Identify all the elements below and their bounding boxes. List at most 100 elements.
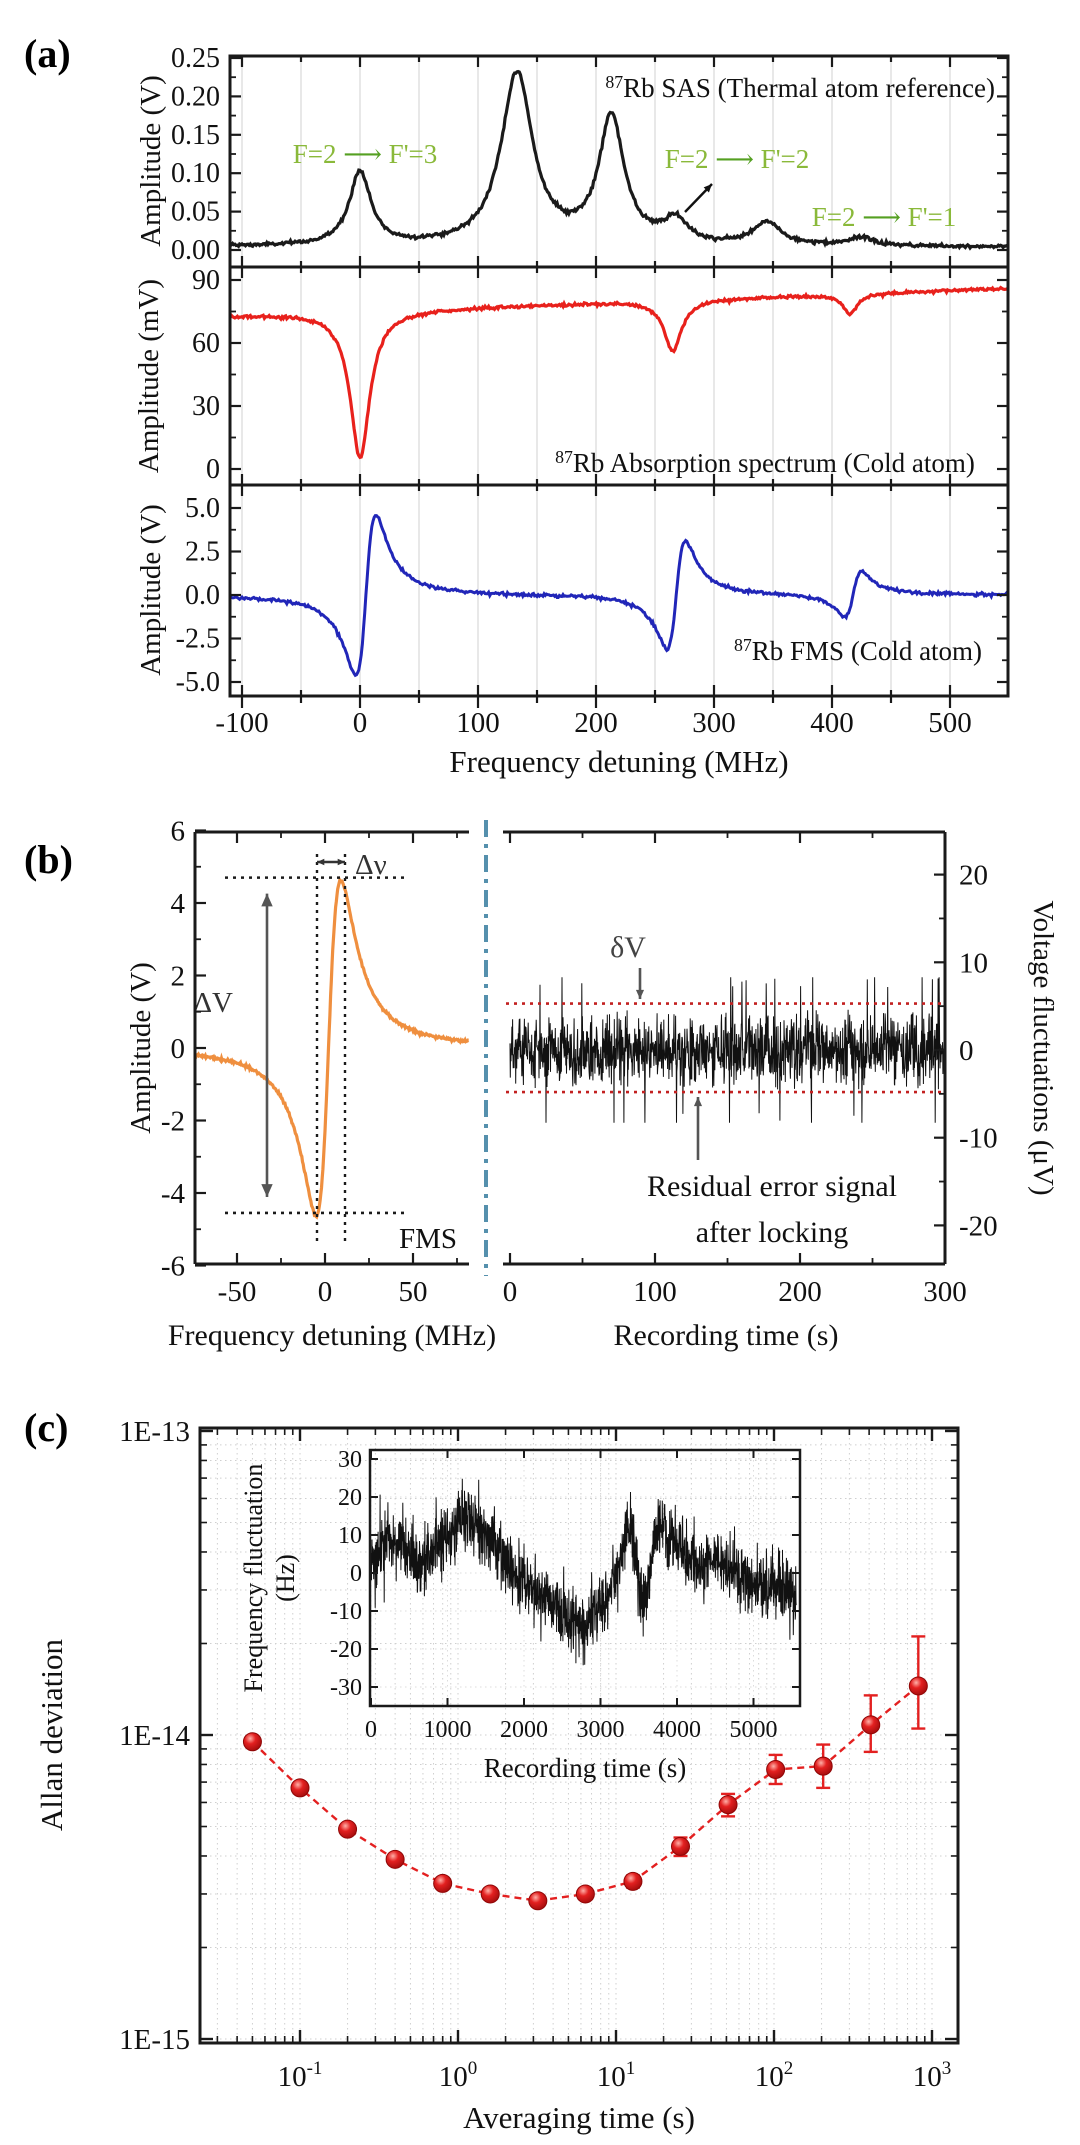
y-tick-label: 0.0 xyxy=(185,580,220,611)
sas-curve xyxy=(229,69,1009,251)
panel-a-xlabel: Frequency detuning (MHz) xyxy=(449,744,788,779)
residual-text-1: Residual error signal xyxy=(647,1170,897,1203)
y-tick-label: 30 xyxy=(192,391,220,422)
y-tick-label: 1E-15 xyxy=(119,2024,190,2056)
dnu-label: Δν xyxy=(355,849,387,881)
x-tick-label: 101 xyxy=(597,2058,636,2093)
panel-b-letter: (b) xyxy=(24,837,73,882)
allan-data-point xyxy=(766,1760,786,1780)
allan-data-point xyxy=(575,1884,595,1904)
y-tick-label: -4 xyxy=(161,1178,186,1210)
x-tick-label: 200 xyxy=(778,1276,822,1308)
y-tick-label: 6 xyxy=(171,816,186,848)
x-tick-label: 0 xyxy=(318,1276,333,1308)
deltaV-label: δV xyxy=(610,931,646,964)
y-tick-label: 0 xyxy=(206,454,220,485)
x-tick-label: 10-1 xyxy=(278,2058,323,2093)
allan-data-point xyxy=(290,1778,310,1798)
panel-b-left-ylabel: Amplitude (V) xyxy=(125,962,157,1134)
y-tick-label: 0.10 xyxy=(171,158,220,189)
x-tick-label: 0 xyxy=(503,1276,518,1308)
fms-curve xyxy=(229,514,1009,678)
dV-label: ΔV xyxy=(193,987,233,1019)
inset-xlabel: Recording time (s) xyxy=(484,1753,686,1783)
y-tick-label: 0.05 xyxy=(171,197,220,228)
x-tick-label: 103 xyxy=(913,2058,952,2093)
x-tick-label: 400 xyxy=(810,707,854,739)
y-tick-label: 20 xyxy=(959,860,988,892)
panel-a3-ylabel: Amplitude (V) xyxy=(135,504,167,676)
y-tick-label: 4 xyxy=(171,888,186,920)
arrow-head xyxy=(261,893,273,907)
x-tick-label: 300 xyxy=(923,1276,967,1308)
fms-error-curve xyxy=(193,875,470,1220)
panel-c-letter: (c) xyxy=(24,1405,69,1450)
y-tick-label: -20 xyxy=(959,1210,998,1242)
arrow-head xyxy=(261,1184,273,1197)
inset-x-tick-label: 3000 xyxy=(577,1717,625,1743)
allan-data-point xyxy=(813,1756,833,1776)
inset-x-tick-label: 4000 xyxy=(653,1717,701,1743)
y-tick-label: -6 xyxy=(161,1251,185,1283)
y-tick-label: 10 xyxy=(959,947,988,979)
allan-data-point xyxy=(242,1732,262,1752)
inset-y-tick-label: 30 xyxy=(338,1447,362,1473)
fms-title: 87Rb FMS (Cold atom) xyxy=(734,635,982,666)
y-tick-label: 0.25 xyxy=(171,43,220,74)
y-tick-label: 0.15 xyxy=(171,120,220,151)
y-tick-label: 0 xyxy=(171,1033,186,1065)
allan-data-point xyxy=(908,1676,928,1696)
sas-title: 87Rb SAS (Thermal atom reference) xyxy=(605,72,995,103)
arrow-head xyxy=(337,858,345,866)
allan-data-point xyxy=(385,1849,405,1869)
panel-b-left-xlabel: Frequency detuning (MHz) xyxy=(168,1319,496,1352)
x-tick-label: 102 xyxy=(755,2058,794,2093)
y-tick-label: 90 xyxy=(192,265,220,296)
panel-a2-ylabel: Amplitude (mV) xyxy=(133,279,165,473)
x-tick-label: 0 xyxy=(353,707,368,739)
x-tick-label: 200 xyxy=(574,707,618,739)
y-tick-label: -2 xyxy=(161,1106,185,1138)
y-tick-label: -2.5 xyxy=(176,624,220,655)
x-tick-label: 100 xyxy=(439,2058,478,2093)
panel-b-right-xlabel: Recording time (s) xyxy=(614,1319,839,1352)
inset-x-tick-label: 1000 xyxy=(424,1717,472,1743)
y-tick-label: 60 xyxy=(192,328,220,359)
x-tick-label: -100 xyxy=(215,707,268,739)
allan-data-point xyxy=(480,1884,500,1904)
x-tick-label: -50 xyxy=(218,1276,257,1308)
inset-y-tick-label: -20 xyxy=(330,1637,362,1663)
y-tick-label: 0.00 xyxy=(171,235,220,266)
allan-data-point xyxy=(433,1873,453,1893)
inset-x-tick-label: 5000 xyxy=(730,1717,778,1743)
x-tick-label: 100 xyxy=(633,1276,677,1308)
x-tick-label: 50 xyxy=(399,1276,428,1308)
arrow-head xyxy=(703,184,712,193)
inset-y-tick-label: 0 xyxy=(350,1561,362,1587)
panel-c-xlabel: Averaging time (s) xyxy=(463,2100,695,2135)
y-tick-label: -10 xyxy=(959,1123,998,1155)
inset-ylabel-2: (Hz) xyxy=(271,1554,300,1602)
allan-data-point xyxy=(718,1795,738,1815)
arrow-head xyxy=(693,1097,703,1107)
transition-label: F=2 ⟶ F'=1 xyxy=(812,202,957,232)
transition-label: F=2 ⟶ F'=3 xyxy=(293,139,438,169)
allan-connector xyxy=(251,1684,920,1902)
y-tick-label: 1E-14 xyxy=(119,1720,190,1752)
allan-data-point xyxy=(528,1891,548,1911)
y-tick-label: 0.20 xyxy=(171,81,220,112)
fms-label: FMS xyxy=(399,1223,457,1255)
arrow-head xyxy=(317,858,325,866)
y-tick-label: -5.0 xyxy=(176,667,220,698)
inset-y-tick-label: 20 xyxy=(338,1485,362,1511)
x-tick-label: 300 xyxy=(692,707,736,739)
absorption-curve xyxy=(228,285,1009,460)
panel-b-right-ylabel: Voltage fluctuations (μV) xyxy=(1027,900,1059,1195)
frequency-fluctuation-curve xyxy=(370,1478,797,1666)
y-tick-label: 2 xyxy=(171,961,186,993)
residual-text-2: after locking xyxy=(696,1216,848,1249)
panel-c-ylabel: Allan deviation xyxy=(34,1639,69,1831)
absorption-title: 87Rb Absorption spectrum (Cold atom) xyxy=(555,447,975,478)
allan-data-point xyxy=(861,1715,881,1735)
